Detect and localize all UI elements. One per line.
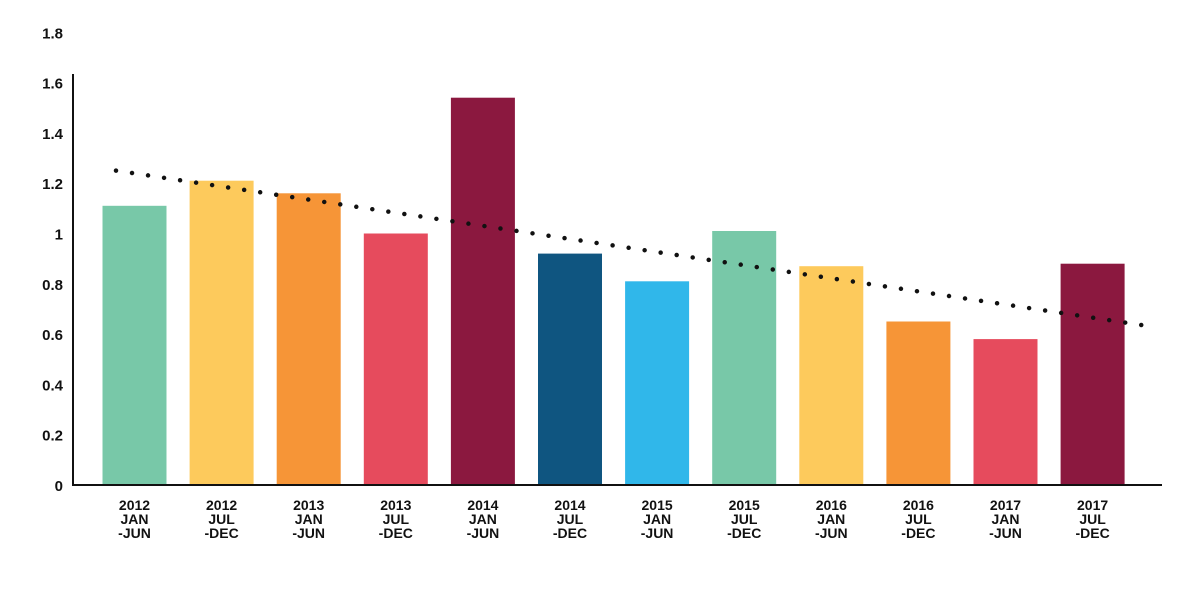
bar [712, 231, 777, 485]
bar [799, 266, 864, 485]
bar [189, 180, 254, 485]
x-category-label: 2015 JAN -JUN [641, 497, 674, 541]
x-category-label: 2017 JUL -DEC [1075, 497, 1109, 541]
y-tick-label: 0 [55, 478, 63, 495]
bar [102, 205, 167, 486]
x-category-label-line: 2014 [467, 497, 498, 513]
x-category-label-line: -DEC [204, 525, 238, 541]
x-category-label-line: -JUN [292, 525, 325, 541]
bar [450, 97, 515, 485]
x-category-label: 2014 JUL -DEC [553, 497, 587, 541]
y-tick-label: 0.8 [42, 277, 63, 294]
y-tick-label: 0.6 [42, 327, 63, 344]
x-category-label-line: 2012 [119, 497, 150, 513]
bars [102, 97, 1125, 486]
x-category-label-line: -DEC [553, 525, 587, 541]
x-category-label-line: JAN [295, 511, 323, 527]
x-category-label-line: JUL [208, 511, 235, 527]
x-category-label-line: 2017 [990, 497, 1021, 513]
bar [276, 193, 341, 486]
y-tick-label: 1.4 [42, 126, 64, 143]
y-tick-label: 0.4 [42, 377, 64, 394]
x-category-label: 2013 JAN -JUN [292, 497, 325, 541]
x-category-label-line: 2014 [554, 497, 585, 513]
trendline [113, 168, 1155, 329]
y-tick-label: 1.8 [42, 25, 63, 42]
x-category-label-line: -DEC [901, 525, 935, 541]
x-category-label-line: -JUN [815, 525, 848, 541]
x-category-label-line: JUL [383, 511, 410, 527]
x-category-label-line: -DEC [727, 525, 761, 541]
y-tick-label: 1.6 [42, 76, 63, 93]
y-tick-label: 0.2 [42, 428, 63, 445]
bar [886, 321, 951, 485]
y-tick-label: 1.2 [42, 176, 63, 193]
x-category-label-line: JAN [643, 511, 671, 527]
trendline-dotted [113, 168, 1155, 329]
x-category-label-line: -JUN [641, 525, 674, 541]
x-category-label-line: JUL [731, 511, 758, 527]
x-category-label-line: JAN [991, 511, 1019, 527]
x-category-label: 2016 JUL -DEC [901, 497, 935, 541]
x-category-label-line: 2015 [642, 497, 673, 513]
x-category-label: 2016 JAN -JUN [815, 497, 848, 541]
bar [625, 281, 690, 485]
x-category-label-line: JUL [557, 511, 584, 527]
x-category-label-line: -JUN [118, 525, 151, 541]
y-axis-ticks: 0 0.2 0.4 0.6 0.8 1 1.2 1.4 1.6 1.8 [42, 25, 64, 495]
x-category-label-line: JAN [469, 511, 497, 527]
x-category-label: 2013 JUL -DEC [379, 497, 413, 541]
bar [973, 339, 1038, 485]
x-category-label: 2014 JAN -JUN [467, 497, 500, 541]
x-category-label-line: -JUN [989, 525, 1022, 541]
x-category-label-line: 2013 [293, 497, 324, 513]
x-category-label-line: 2017 [1077, 497, 1108, 513]
x-category-label-line: -DEC [379, 525, 413, 541]
y-tick-label: 1 [55, 227, 63, 244]
x-category-label-line: JAN [120, 511, 148, 527]
x-category-label: 2012 JAN -JUN [118, 497, 151, 541]
bar [363, 233, 428, 485]
x-category-label-line: 2015 [729, 497, 760, 513]
x-category-label-line: -DEC [1075, 525, 1109, 541]
x-category-label: 2015 JUL -DEC [727, 497, 761, 541]
x-category-label-line: JAN [817, 511, 845, 527]
x-category-label-line: 2016 [903, 497, 934, 513]
x-category-label-line: 2013 [380, 497, 411, 513]
bar [1060, 263, 1125, 485]
x-category-label-line: 2012 [206, 497, 237, 513]
x-category-label-line: 2016 [816, 497, 847, 513]
x-category-label-line: JUL [1079, 511, 1106, 527]
x-category-label-line: -JUN [467, 525, 500, 541]
x-category-label: 2017 JAN -JUN [989, 497, 1022, 541]
x-category-label-line: JUL [905, 511, 932, 527]
x-category-label: 2012 JUL -DEC [204, 497, 238, 541]
bar [538, 253, 602, 485]
